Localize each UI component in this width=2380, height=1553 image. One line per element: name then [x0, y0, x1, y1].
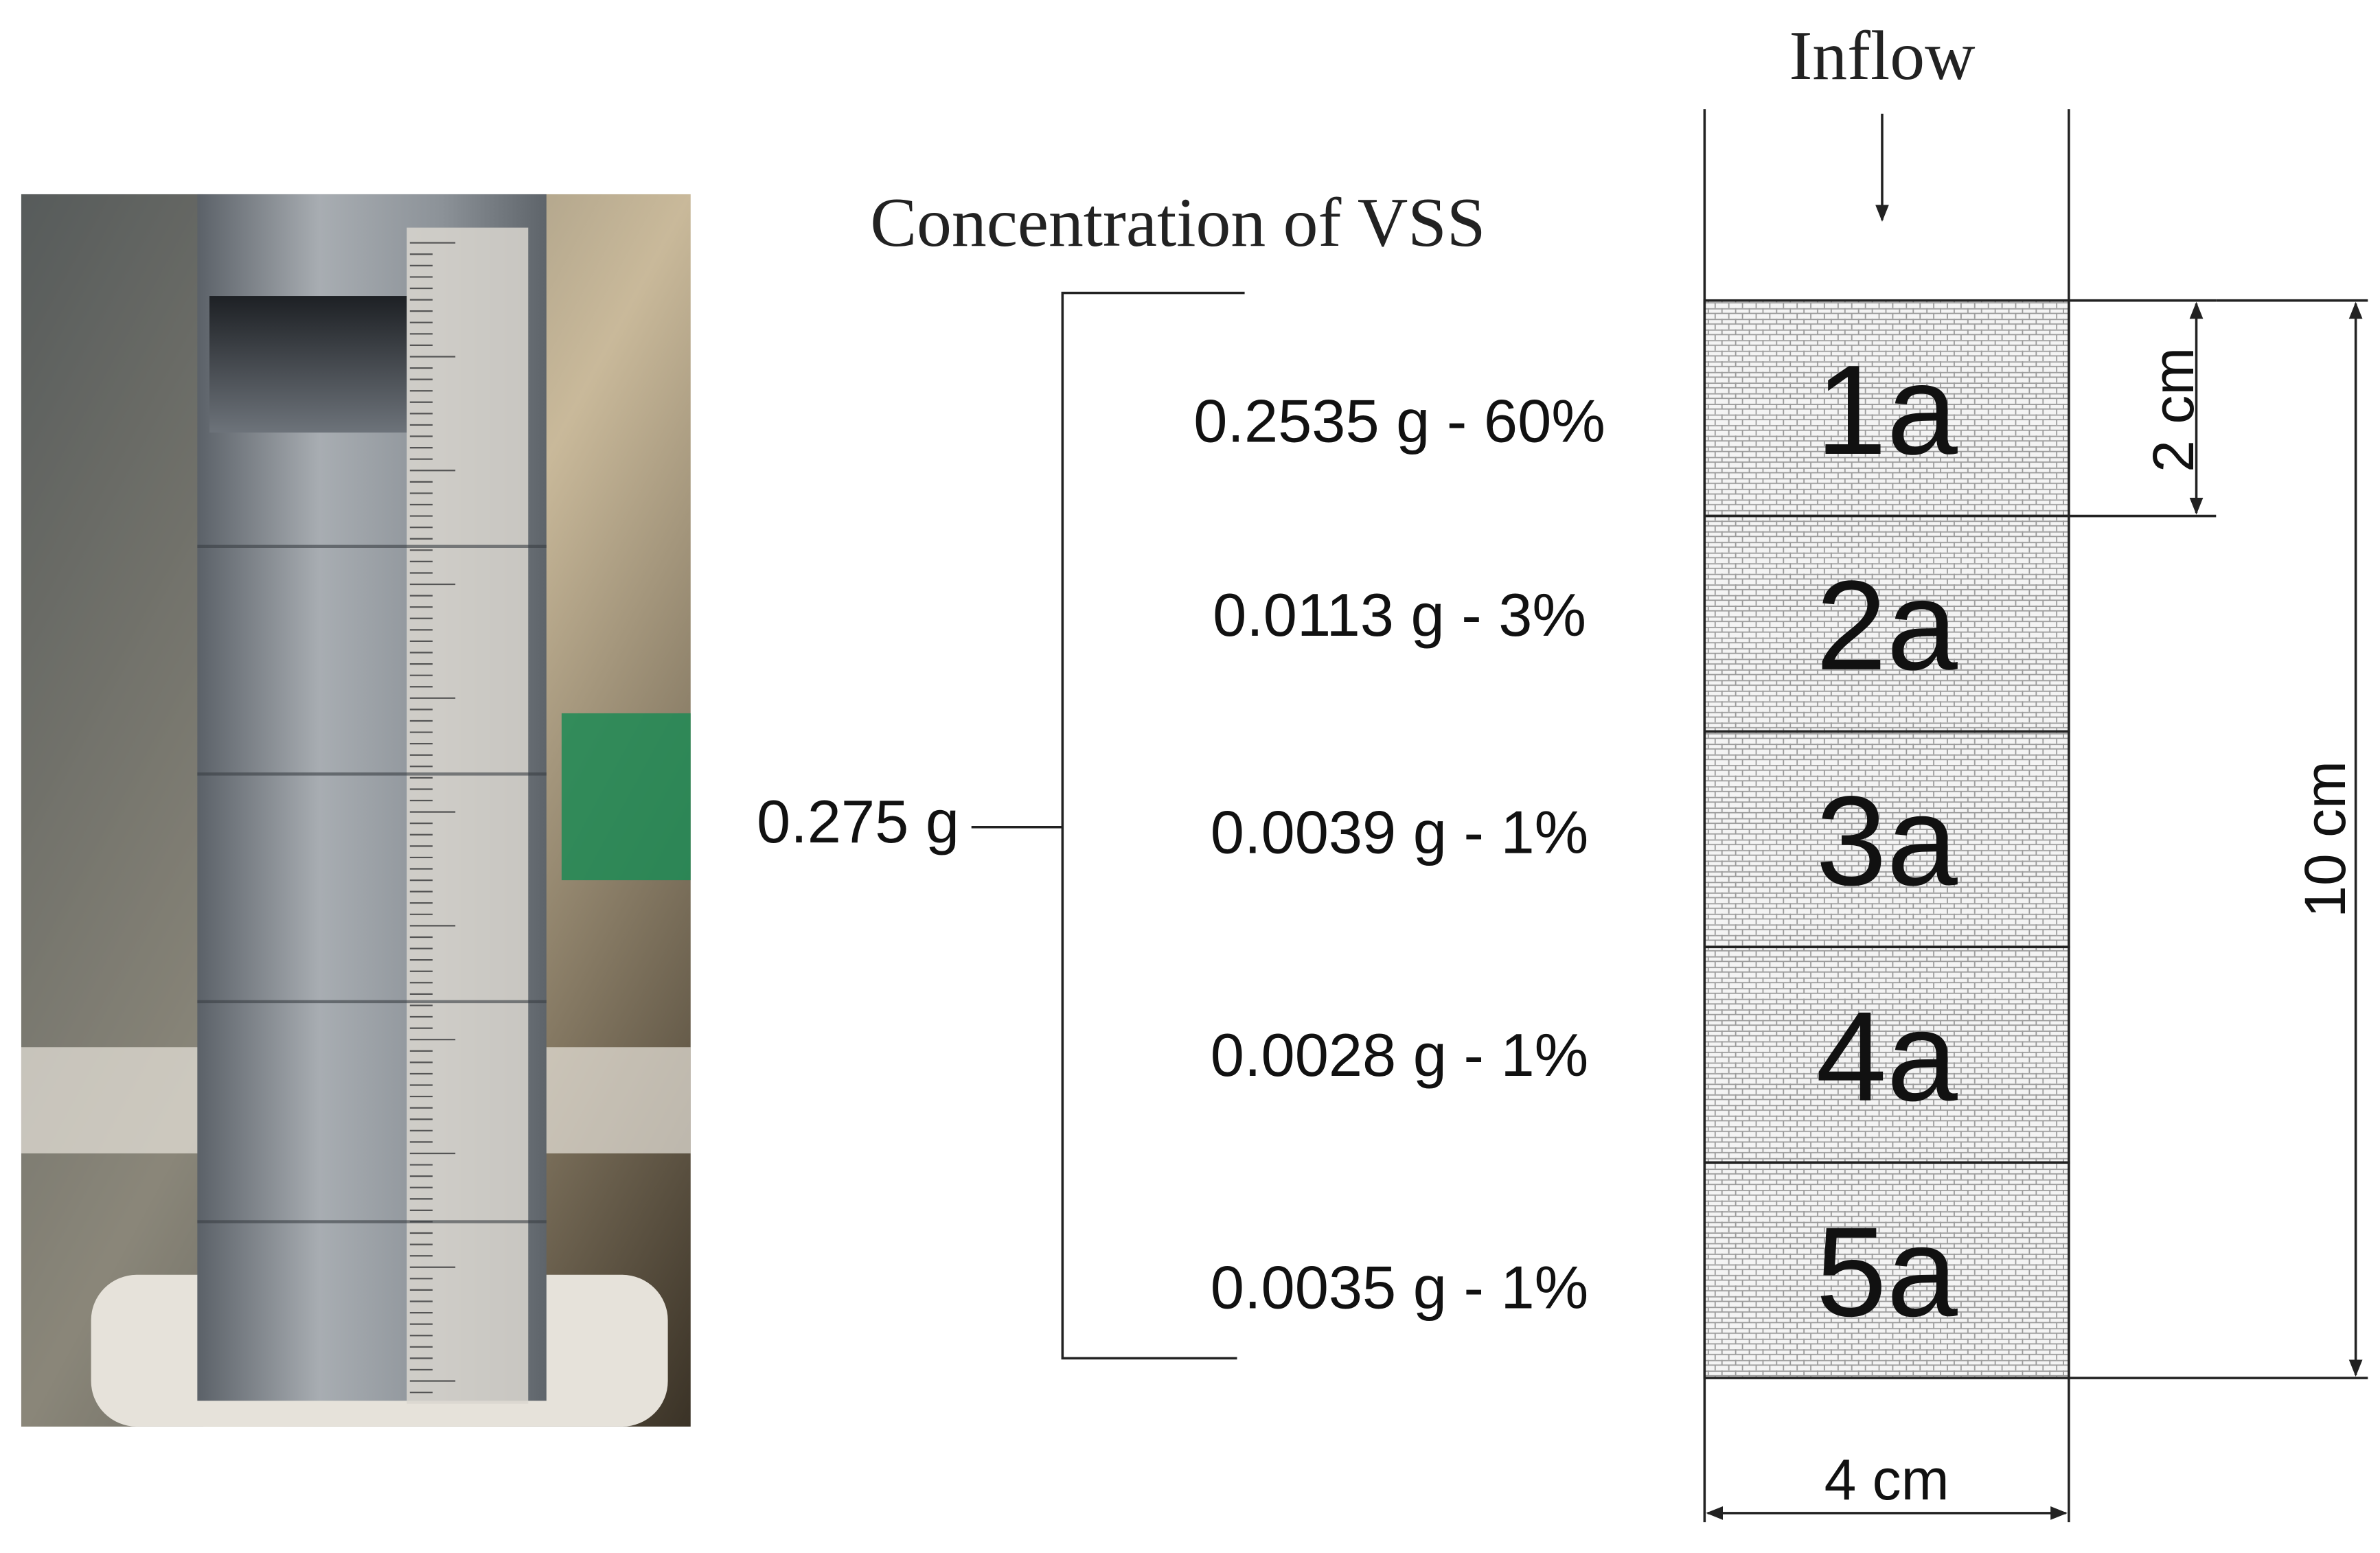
section-amount: 0.0035 g - 1%: [1211, 1253, 1588, 1321]
section-name: 4a: [1816, 986, 1958, 1128]
width-label: 4 cm: [1824, 1447, 1949, 1512]
inflow-label: Inflow: [1789, 16, 1975, 94]
section-amount: 0.0039 g - 1%: [1211, 798, 1588, 866]
title: Concentration of VSS: [870, 183, 1485, 261]
section-amount: 0.0113 g - 3%: [1213, 581, 1586, 649]
section: [1703, 299, 2070, 518]
section: [1703, 945, 2070, 1164]
section: [1703, 514, 2070, 733]
section-name: 5a: [1816, 1201, 1958, 1343]
bracket: [971, 291, 1245, 1360]
section: [1703, 730, 2070, 949]
section-name: 2a: [1816, 555, 1958, 697]
photo: [21, 194, 691, 1427]
section-height-label: 2 cm: [2141, 347, 2206, 472]
section-amount: 0.2535 g - 60%: [1193, 387, 1605, 455]
section-amount: 0.0028 g - 1%: [1211, 1021, 1588, 1089]
section: [1703, 1161, 2070, 1379]
section-name: 1a: [1816, 339, 1958, 481]
total-height-label: 10 cm: [2293, 761, 2357, 918]
section-name: 3a: [1816, 770, 1958, 912]
total-label: 0.275 g: [757, 787, 959, 855]
